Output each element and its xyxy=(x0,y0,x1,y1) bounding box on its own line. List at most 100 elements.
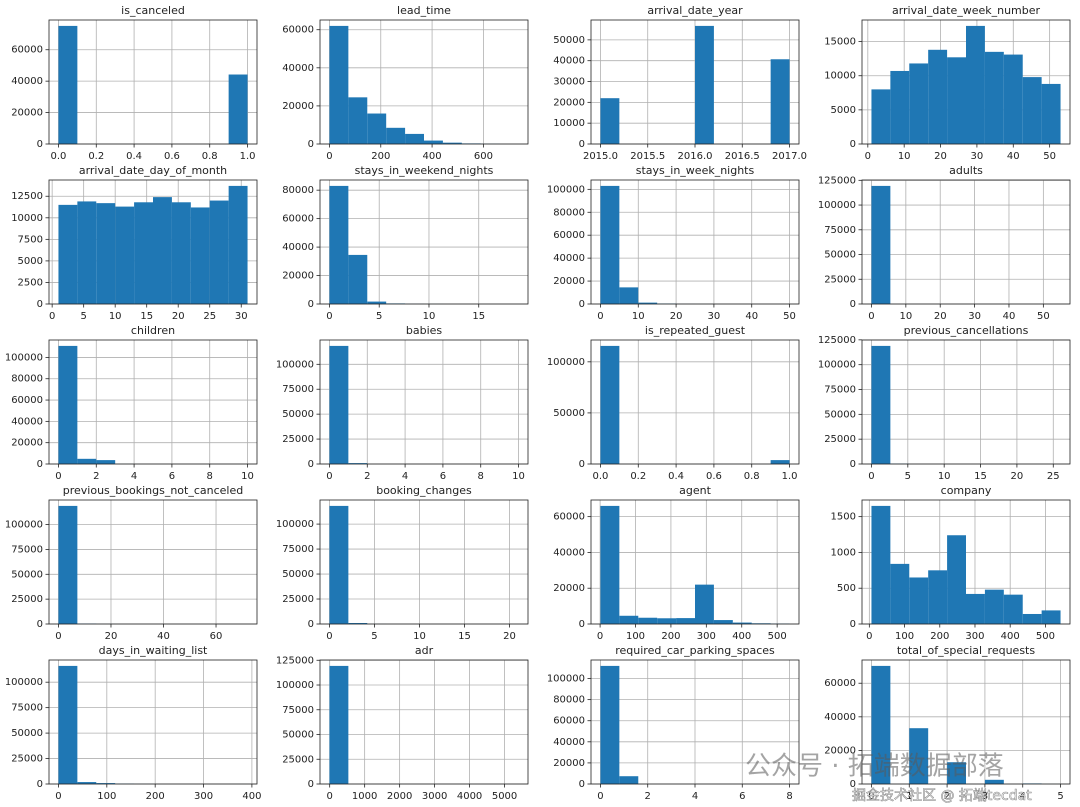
x-tick-label: 0 xyxy=(49,311,55,322)
x-tick-label: 30 xyxy=(968,311,981,322)
x-tick-label: 2016.5 xyxy=(725,151,760,162)
x-tick-label: 100 xyxy=(97,791,116,802)
chart-title: lead_time xyxy=(397,4,451,17)
x-tick-label: 0 xyxy=(868,791,874,802)
y-tick-label: 60000 xyxy=(553,716,585,727)
chart-title: arrival_date_week_number xyxy=(892,4,1041,17)
axes-frame xyxy=(48,339,258,465)
y-tick-label: 100000 xyxy=(818,360,856,371)
x-tick-label: 5 xyxy=(905,471,911,482)
chart-title: babies xyxy=(406,324,443,337)
x-tick-label: 0 xyxy=(326,791,332,802)
y-tick-label: 5000 xyxy=(831,105,856,116)
x-tick-label: 0 xyxy=(55,791,61,802)
bar xyxy=(638,617,658,624)
x-tick-label: 40 xyxy=(745,311,758,322)
y-tick-label: 12500 xyxy=(11,191,43,202)
y-tick-label: 0 xyxy=(308,299,314,310)
x-tick-label: 0.2 xyxy=(88,151,104,162)
x-tick-label: 15 xyxy=(472,311,485,322)
axes-frame xyxy=(590,339,800,465)
y-tick-label: 20000 xyxy=(824,745,856,756)
x-tick-label: 0 xyxy=(597,791,603,802)
bar xyxy=(619,776,639,784)
x-tick-label: 100 xyxy=(895,631,914,642)
x-tick-label: 0 xyxy=(868,311,874,322)
y-tick-label: 80000 xyxy=(553,695,585,706)
x-tick-label: 50 xyxy=(783,311,796,322)
x-tick-label: 20 xyxy=(1011,471,1024,482)
x-tick-label: 300 xyxy=(194,791,213,802)
y-tick-label: 25000 xyxy=(824,434,856,445)
bar xyxy=(424,140,443,144)
chart-title: stays_in_week_nights xyxy=(636,164,755,177)
bar xyxy=(947,762,966,784)
bar xyxy=(732,622,752,624)
x-tick-label: 2015.5 xyxy=(630,151,665,162)
y-tick-label: 125000 xyxy=(818,175,856,186)
y-tick-label: 0 xyxy=(308,779,314,790)
bar xyxy=(947,57,966,144)
y-tick-label: 20000 xyxy=(553,97,585,108)
axes-frame xyxy=(319,659,529,785)
bar xyxy=(770,460,790,464)
bar xyxy=(871,185,891,304)
x-tick-label: 40 xyxy=(157,631,170,642)
bar xyxy=(947,535,966,624)
x-tick-label: 4 xyxy=(131,471,137,482)
axes-frame xyxy=(319,499,529,625)
y-tick-label: 0 xyxy=(37,139,43,150)
axes-frame xyxy=(319,179,529,305)
axes-frame xyxy=(48,19,258,145)
bar xyxy=(329,185,349,304)
x-tick-label: 200 xyxy=(930,631,949,642)
bar xyxy=(367,113,387,144)
y-tick-label: 100000 xyxy=(547,184,585,195)
bar xyxy=(676,618,695,624)
x-tick-label: 0.0 xyxy=(593,471,609,482)
bar xyxy=(58,204,78,304)
x-tick-label: 200 xyxy=(661,631,680,642)
y-tick-label: 100000 xyxy=(5,677,43,688)
bar xyxy=(58,25,78,144)
bar xyxy=(329,665,349,784)
bar xyxy=(190,207,210,304)
y-tick-label: 50000 xyxy=(11,569,43,580)
x-tick-label: 2016.0 xyxy=(678,151,713,162)
bar xyxy=(96,203,116,304)
x-tick-label: 10 xyxy=(423,311,436,322)
x-tick-label: 0 xyxy=(865,151,871,162)
bar xyxy=(695,584,714,624)
y-tick-label: 7500 xyxy=(18,234,43,245)
chart-title: total_of_special_requests xyxy=(897,644,1035,657)
x-tick-label: 10 xyxy=(938,471,951,482)
y-tick-label: 100000 xyxy=(276,359,314,370)
x-tick-label: 0 xyxy=(55,471,61,482)
x-tick-label: 10 xyxy=(413,631,426,642)
bar xyxy=(928,570,948,624)
bar xyxy=(367,301,387,304)
x-tick-label: 5000 xyxy=(492,791,517,802)
bar xyxy=(405,133,424,144)
x-tick-label: 60 xyxy=(210,631,223,642)
bar xyxy=(442,142,462,144)
bar xyxy=(984,589,1004,624)
x-tick-label: 0.6 xyxy=(164,151,180,162)
y-tick-label: 30000 xyxy=(553,77,585,88)
bar xyxy=(871,505,891,624)
y-tick-label: 100000 xyxy=(5,352,43,363)
y-tick-label: 25000 xyxy=(11,594,43,605)
y-tick-label: 10000 xyxy=(11,213,43,224)
bar xyxy=(77,201,97,304)
y-tick-label: 60000 xyxy=(824,678,856,689)
y-tick-label: 0 xyxy=(308,139,314,150)
x-tick-label: 8 xyxy=(478,471,484,482)
y-tick-label: 60000 xyxy=(11,45,43,56)
bar xyxy=(115,206,135,304)
y-tick-label: 75000 xyxy=(11,544,43,555)
y-tick-label: 20000 xyxy=(11,438,43,449)
y-tick-label: 2500 xyxy=(18,277,43,288)
y-tick-label: 1000 xyxy=(831,547,856,558)
bar xyxy=(329,25,349,144)
x-tick-label: 0.8 xyxy=(744,471,760,482)
